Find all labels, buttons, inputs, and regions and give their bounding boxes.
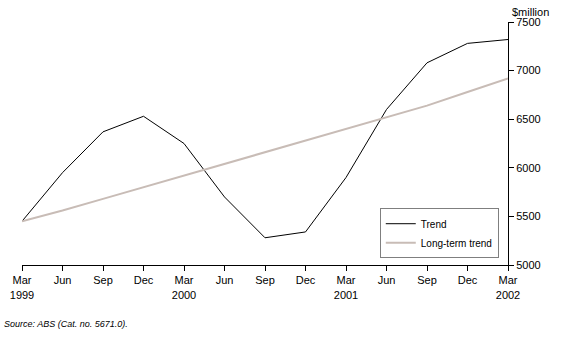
svg-text:Long-term trend: Long-term trend [421, 238, 492, 249]
svg-text:Mar2000: Mar2000 [172, 274, 196, 300]
svg-text:$million: $million [512, 6, 549, 18]
svg-text:Mar2001: Mar2001 [334, 274, 358, 300]
svg-text:Jun: Jun [216, 274, 234, 286]
svg-text:Jun: Jun [378, 274, 396, 286]
svg-text:6000: 6000 [516, 162, 540, 174]
svg-text:Sep: Sep [417, 274, 437, 286]
svg-text:Jun: Jun [54, 274, 72, 286]
svg-text:Sep: Sep [255, 274, 275, 286]
svg-text:Dec: Dec [134, 274, 154, 286]
svg-text:5500: 5500 [516, 210, 540, 222]
svg-text:5000: 5000 [516, 259, 540, 271]
svg-text:Source: ABS (Cat. no. 5671.0).: Source: ABS (Cat. no. 5671.0). [4, 319, 128, 329]
svg-text:Mar2002: Mar2002 [496, 274, 520, 300]
svg-text:Dec: Dec [296, 274, 316, 286]
svg-text:7500: 7500 [516, 16, 540, 28]
svg-text:Sep: Sep [93, 274, 113, 286]
svg-text:Trend: Trend [421, 219, 447, 230]
svg-text:Mar1999: Mar1999 [10, 274, 34, 300]
svg-text:Dec: Dec [458, 274, 478, 286]
svg-text:7000: 7000 [516, 64, 540, 76]
svg-text:6500: 6500 [516, 113, 540, 125]
